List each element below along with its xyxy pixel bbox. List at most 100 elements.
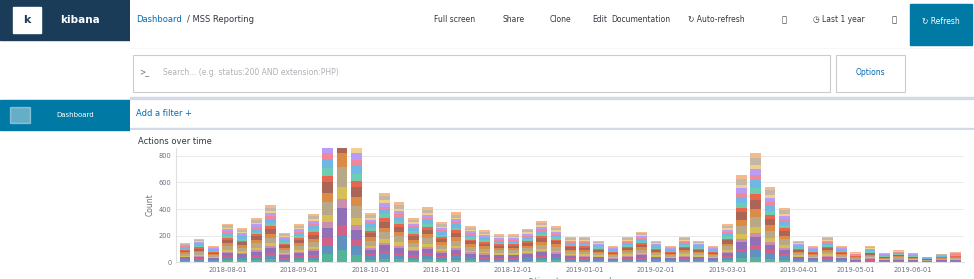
Bar bbox=[865, 253, 876, 255]
Bar bbox=[550, 239, 561, 241]
Bar bbox=[522, 246, 533, 248]
Text: Timelion: Timelion bbox=[60, 142, 90, 148]
Bar bbox=[793, 243, 804, 244]
Bar bbox=[479, 257, 490, 259]
Bar bbox=[507, 234, 518, 235]
Bar bbox=[751, 175, 762, 180]
Bar bbox=[665, 246, 676, 247]
Bar bbox=[351, 165, 361, 174]
Bar bbox=[322, 254, 333, 262]
Bar bbox=[265, 216, 276, 219]
Bar bbox=[636, 258, 647, 259]
Bar bbox=[222, 256, 233, 258]
Bar bbox=[608, 257, 618, 258]
Bar bbox=[593, 255, 604, 257]
Bar bbox=[580, 256, 590, 257]
Bar bbox=[537, 258, 547, 260]
Bar bbox=[779, 219, 790, 221]
Bar bbox=[693, 244, 704, 245]
Bar bbox=[836, 252, 846, 253]
Bar bbox=[537, 260, 547, 262]
Bar bbox=[294, 240, 305, 243]
Bar bbox=[751, 237, 762, 245]
Bar bbox=[494, 258, 505, 259]
Bar bbox=[408, 220, 419, 222]
Bar bbox=[222, 231, 233, 233]
Bar bbox=[294, 250, 305, 252]
Bar bbox=[322, 215, 333, 222]
Bar bbox=[593, 259, 604, 260]
Bar bbox=[251, 248, 262, 250]
Bar bbox=[507, 241, 518, 243]
Bar bbox=[951, 259, 961, 260]
Bar bbox=[865, 249, 876, 250]
Bar bbox=[237, 251, 247, 253]
Bar bbox=[436, 227, 447, 228]
Bar bbox=[194, 261, 205, 262]
Bar bbox=[622, 239, 633, 240]
Bar bbox=[222, 250, 233, 252]
Bar bbox=[951, 252, 961, 253]
Bar bbox=[765, 242, 775, 245]
Bar bbox=[408, 222, 419, 224]
Bar bbox=[651, 249, 661, 250]
Bar bbox=[580, 238, 590, 240]
Text: Machine Learning: Machine Learning bbox=[44, 231, 106, 237]
Bar bbox=[237, 228, 247, 230]
Bar bbox=[251, 234, 262, 237]
Bar bbox=[237, 260, 247, 262]
Bar bbox=[465, 231, 475, 234]
Bar bbox=[550, 235, 561, 237]
Bar bbox=[337, 126, 348, 136]
Bar bbox=[836, 246, 846, 247]
Bar bbox=[265, 234, 276, 238]
Bar bbox=[693, 246, 704, 248]
Bar bbox=[251, 218, 262, 220]
Bar bbox=[793, 250, 804, 252]
Bar bbox=[850, 254, 861, 255]
Bar bbox=[779, 239, 790, 245]
Bar bbox=[337, 89, 348, 98]
Bar bbox=[194, 241, 205, 242]
Bar bbox=[422, 220, 432, 224]
Bar bbox=[793, 255, 804, 257]
Bar bbox=[665, 254, 676, 255]
Bar bbox=[879, 253, 889, 254]
Bar bbox=[537, 225, 547, 227]
Bar bbox=[651, 252, 661, 253]
Bar bbox=[222, 228, 233, 229]
Bar bbox=[494, 237, 505, 238]
Bar bbox=[308, 235, 318, 239]
Bar bbox=[436, 239, 447, 242]
Bar bbox=[351, 246, 361, 255]
Bar bbox=[222, 225, 233, 228]
Bar bbox=[393, 227, 404, 232]
Bar bbox=[179, 259, 190, 260]
Bar bbox=[608, 255, 618, 257]
Bar bbox=[208, 261, 219, 262]
Bar bbox=[251, 227, 262, 229]
Bar bbox=[722, 226, 732, 229]
Bar bbox=[765, 190, 775, 195]
Bar bbox=[393, 252, 404, 255]
Bar bbox=[337, 77, 348, 89]
Bar bbox=[308, 232, 318, 235]
Bar bbox=[351, 240, 361, 246]
Bar bbox=[208, 252, 219, 253]
Bar bbox=[337, 167, 348, 187]
Bar bbox=[379, 218, 390, 222]
Bar bbox=[179, 257, 190, 258]
Bar bbox=[537, 242, 547, 245]
Bar bbox=[351, 218, 361, 225]
Bar bbox=[11, 166, 30, 183]
Bar bbox=[479, 261, 490, 262]
Bar bbox=[393, 205, 404, 209]
Text: ↻ Auto-refresh: ↻ Auto-refresh bbox=[688, 15, 745, 24]
Bar bbox=[550, 244, 561, 247]
Bar bbox=[465, 257, 475, 258]
Bar bbox=[550, 237, 561, 239]
Bar bbox=[836, 247, 846, 248]
Bar bbox=[865, 256, 876, 257]
Bar bbox=[765, 231, 775, 238]
Bar bbox=[507, 243, 518, 244]
